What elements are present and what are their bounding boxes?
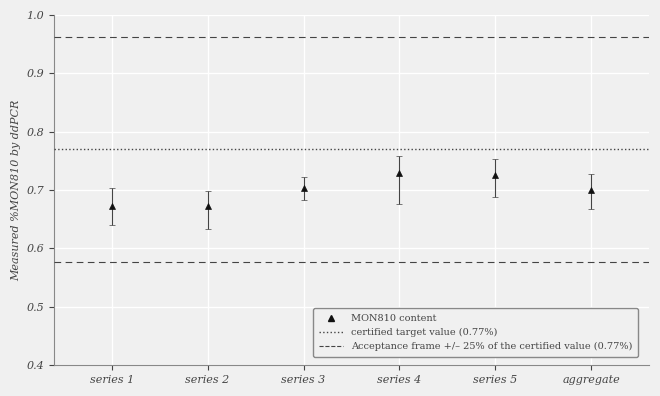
Y-axis label: Measured %MON810 by ddPCR: Measured %MON810 by ddPCR <box>11 99 21 281</box>
Legend: MON810 content, certified target value (0.77%), Acceptance frame +/– 25% of the : MON810 content, certified target value (… <box>313 308 638 357</box>
